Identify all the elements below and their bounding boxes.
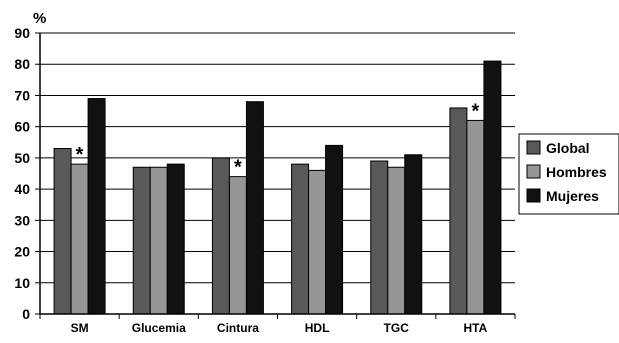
bar-global-glucemia <box>132 166 151 315</box>
bar-mujeres-cintura <box>245 101 264 315</box>
bar-mujeres-glucemia <box>166 163 185 315</box>
bar-hombres-hdl <box>308 169 327 315</box>
bar-hombres-glucemia <box>149 166 168 315</box>
bar-mujeres-sm <box>87 98 106 315</box>
significance-marker: * <box>76 144 84 166</box>
legend-swatch-global <box>526 140 541 155</box>
significance-markers: * * * <box>76 100 480 178</box>
x-category-label: HTA <box>464 321 488 335</box>
legend-label-hombres: Hombres <box>546 164 607 180</box>
y-axis-ticks: 0 10 20 30 40 50 60 70 80 90 <box>14 25 40 322</box>
y-tick-label: 60 <box>14 119 30 135</box>
bar-global-hdl <box>291 163 310 315</box>
bars <box>53 60 502 315</box>
legend: Global Hombres Mujeres <box>518 133 619 215</box>
y-tick-label: 20 <box>14 244 30 260</box>
axes <box>39 33 516 319</box>
bar-hombres-sm <box>70 163 89 315</box>
bar-hombres-cintura <box>228 176 247 315</box>
bar-global-cintura <box>211 157 230 315</box>
x-category-label: HDL <box>305 321 330 335</box>
legend-label-mujeres: Mujeres <box>546 188 599 204</box>
y-tick-label: 50 <box>14 150 30 166</box>
legend-swatch-mujeres <box>526 188 541 203</box>
y-tick-label: 80 <box>14 56 30 72</box>
bar-mujeres-tgc <box>404 154 423 315</box>
significance-marker: * <box>472 100 480 122</box>
x-category-label: SM <box>71 321 89 335</box>
bar-mujeres-hdl <box>325 144 344 315</box>
bar-hombres-hta <box>466 119 485 315</box>
y-axis-unit-label: % <box>33 10 46 27</box>
y-tick-label: 40 <box>14 181 30 197</box>
bar-mujeres-hta <box>483 60 502 315</box>
x-category-label: TGC <box>384 321 410 335</box>
y-tick-label: 0 <box>22 306 30 322</box>
legend-swatch-hombres <box>526 164 541 179</box>
x-axis-labels: SM Glucemia Cintura HDL TGC HTA <box>71 321 488 335</box>
bar-hombres-tgc <box>387 166 406 315</box>
bar-global-hta <box>449 107 468 315</box>
bar-global-tgc <box>370 160 389 315</box>
y-tick-label: 90 <box>14 25 30 41</box>
y-tick-label: 30 <box>14 212 30 228</box>
significance-marker: * <box>234 157 242 179</box>
bar-global-sm <box>53 148 72 315</box>
y-tick-label: 70 <box>14 87 30 103</box>
y-tick-label: 10 <box>14 275 30 291</box>
gridlines <box>40 32 515 284</box>
x-category-label: Glucemia <box>132 321 186 335</box>
legend-label-global: Global <box>546 140 590 156</box>
x-category-label: Cintura <box>217 321 259 335</box>
